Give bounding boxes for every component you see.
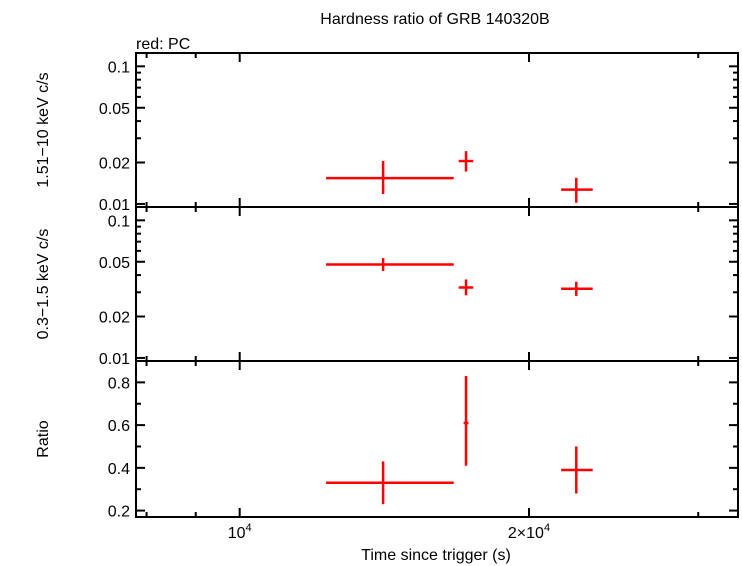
y-tick-label: 0.2 bbox=[108, 504, 130, 521]
data-point bbox=[561, 446, 593, 494]
data-point bbox=[458, 279, 474, 296]
panel-soft: 0.01 0.02 0.05 0.1 0.3−1.5 keV c/s bbox=[35, 206, 739, 368]
y-tick-label: 0.1 bbox=[108, 213, 130, 230]
data-point bbox=[326, 461, 454, 505]
panel-frame bbox=[135, 206, 739, 362]
panel-frame bbox=[135, 52, 739, 208]
y-axis-label: 1.51−10 keV c/s bbox=[35, 72, 52, 187]
data-point bbox=[561, 177, 593, 203]
data-point bbox=[463, 375, 469, 466]
y-axis-label: 0.3−1.5 keV c/s bbox=[35, 229, 52, 340]
y-tick-label: 0.4 bbox=[108, 461, 130, 478]
chart-title: Hardness ratio of GRB 140320B bbox=[320, 11, 549, 28]
y-tick-label: 0.05 bbox=[99, 255, 130, 272]
y-tick-label: 0.01 bbox=[99, 197, 130, 214]
y-tick-label: 0.1 bbox=[108, 59, 130, 76]
data-point bbox=[561, 281, 593, 296]
data-point bbox=[326, 161, 454, 195]
plot-area: 0.010.020.050.11.51−10 keV c/s0.010.020.… bbox=[35, 52, 739, 542]
panel-ratio: 0.2 0.4 0.6 0.8 Ratio bbox=[35, 360, 739, 521]
x-axis-label: Time since trigger (s) bbox=[361, 547, 511, 564]
panel-hard: 0.01 0.02 0.05 0.1 1.51−10 keV c/s bbox=[35, 52, 739, 214]
y-tick-label: 0.02 bbox=[99, 156, 130, 173]
x-tick-label: 2×104 bbox=[508, 522, 550, 542]
panel-frame bbox=[135, 360, 739, 518]
y-tick-label: 0.8 bbox=[108, 375, 130, 392]
y-axis-label: Ratio bbox=[35, 420, 52, 457]
data-point bbox=[458, 151, 474, 172]
y-tick-label: 0.05 bbox=[99, 101, 130, 118]
y-tick-label: 0.02 bbox=[99, 310, 130, 327]
y-tick-label: 0.01 bbox=[99, 351, 130, 368]
y-tick-label: 0.6 bbox=[108, 418, 130, 435]
data-point bbox=[326, 258, 454, 272]
chart-annotation: red: PC bbox=[136, 36, 190, 53]
x-tick-label: 104 bbox=[228, 522, 252, 542]
